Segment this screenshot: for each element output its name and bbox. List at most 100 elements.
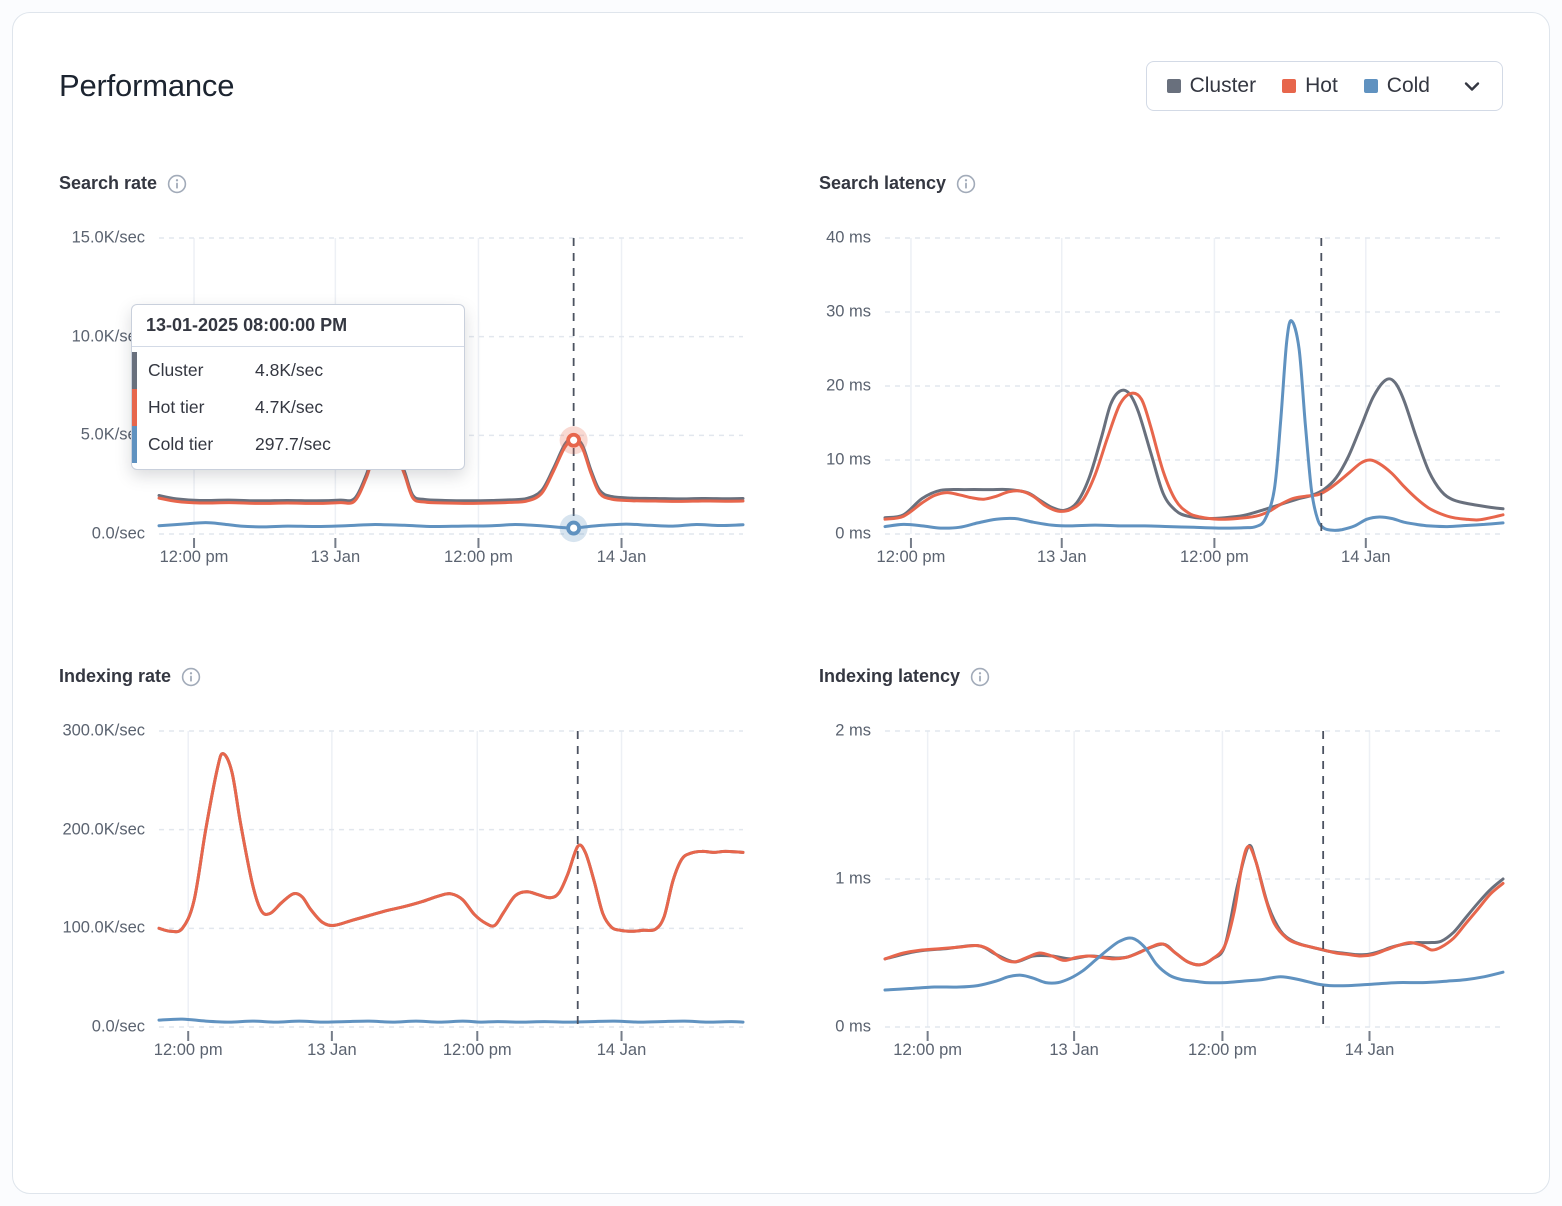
series-color-bar: [132, 352, 137, 389]
y-axis-label: 2 ms: [835, 721, 871, 740]
y-axis-label: 0 ms: [835, 1017, 871, 1036]
series-line-cold-tier: [883, 936, 1505, 992]
x-axis-label: 12:00 pm: [159, 548, 229, 566]
x-axis: 12:00 pm 13 Jan 12:00 pm 14 Jan: [154, 1037, 743, 1067]
legend-item-cold[interactable]: Cold: [1363, 74, 1430, 98]
legend-item-cluster[interactable]: Cluster: [1166, 74, 1257, 98]
x-axis-label: 13 Jan: [1049, 1041, 1099, 1059]
series-line-cluster: [157, 436, 745, 503]
y-axis-label: 5.0K/sec: [80, 425, 145, 444]
panel-header: Performance Cluster Hot Cold: [59, 61, 1503, 111]
series-line-hot-tier: [157, 752, 745, 934]
tooltip-row: Hot tier 4.7K/sec: [132, 389, 464, 426]
chart-indexing-latency: Indexing latency 0 ms 1 ms 2 ms 12:00 pm 13…: [819, 666, 1505, 1067]
x-axis-label: 14 Jan: [596, 1041, 647, 1059]
y-axis-label: 300.0K/sec: [62, 721, 145, 740]
tooltip-series-label: Cluster: [148, 360, 204, 380]
tooltip-row: Cold tier 297.7/sec: [132, 426, 464, 463]
y-axis: 0 ms 10 ms 20 ms 30 ms 40 ms: [819, 229, 885, 543]
chevron-down-icon[interactable]: [1460, 74, 1484, 98]
tooltip-timestamp: 13-01-2025 08:00:00 PM: [132, 305, 464, 347]
chart-title: Search rate: [59, 173, 158, 193]
legend-label-cluster: Cluster: [1189, 74, 1257, 97]
x-axis-label: 12:00 pm: [442, 1041, 512, 1059]
y-axis-label: 0.0/sec: [91, 1017, 145, 1036]
tooltip-series-value: 4.7K/sec: [255, 397, 324, 417]
performance-panel: Performance Cluster Hot Cold Search rate: [12, 12, 1550, 1194]
x-axis-label: 13 Jan: [310, 548, 361, 566]
series-color-bar: [132, 426, 137, 463]
legend-control[interactable]: Cluster Hot Cold: [1145, 61, 1503, 111]
x-axis: 12:00 pm 13 Jan 12:00 pm 14 Jan: [877, 544, 1503, 574]
legend-label-cold: Cold: [1386, 74, 1430, 97]
highlight-point[interactable]: [566, 520, 582, 536]
info-icon[interactable]: [970, 667, 990, 687]
x-axis-label: 12:00 pm: [1188, 1041, 1257, 1059]
series-line-cluster: [157, 752, 745, 934]
highlight-point[interactable]: [566, 432, 582, 448]
y-axis-label: 20 ms: [826, 376, 871, 395]
x-axis-label: 13 Jan: [1036, 548, 1087, 566]
series-line-cold-tier: [157, 1017, 745, 1024]
tooltip-series-value: 297.7/sec: [255, 434, 331, 454]
x-axis-label: 12:00 pm: [876, 548, 946, 566]
tooltip-row: Cluster 4.8K/sec: [132, 352, 464, 389]
chart-tooltip: 13-01-2025 08:00:00 PM Cluster 4.8K/sec …: [131, 304, 465, 470]
y-axis-label: 0.0/sec: [91, 524, 145, 543]
y-axis-label: 40 ms: [826, 228, 871, 247]
series-line-hot-tier: [157, 438, 745, 505]
legend-label-hot: Hot: [1305, 74, 1338, 97]
x-axis-label: 12:00 pm: [893, 1041, 963, 1059]
page-title: Performance: [59, 68, 235, 103]
x-axis-label: 12:00 pm: [444, 548, 513, 566]
chart-title: Indexing latency: [819, 666, 961, 686]
tooltip-series-label: Hot tier: [148, 397, 205, 417]
y-axis-label: 0 ms: [835, 524, 871, 543]
legend-swatch-hot: [1282, 79, 1297, 93]
x-axis: 12:00 pm 13 Jan 12:00 pm 14 Jan: [885, 1037, 1503, 1067]
series-color-bar: [132, 389, 137, 426]
chart-title: Indexing rate: [59, 666, 172, 686]
x-axis-label: 12:00 pm: [153, 1041, 223, 1059]
tooltip-series-label: Cold tier: [148, 434, 214, 454]
legend-item-hot[interactable]: Hot: [1282, 74, 1338, 98]
plot-area[interactable]: [157, 730, 745, 1041]
plot-area[interactable]: 13-01-2025 08:00:00 PM Cluster 4.8K/sec …: [131, 237, 745, 548]
chart-search-latency: Search latency 0 ms 10 ms 20 ms 30 ms 40 ms …: [819, 173, 1505, 574]
chart-search-rate: Search rate 0.0/sec 5.0K/sec 10.0K/sec 15.0…: [59, 173, 745, 574]
y-axis-label: 200.0K/sec: [62, 820, 145, 839]
chart-title: Search latency: [819, 173, 947, 193]
y-axis-label: 10.0K/sec: [71, 327, 145, 346]
info-icon[interactable]: [167, 174, 187, 194]
chart-canvas: [883, 237, 1505, 548]
y-axis: 0.0/sec 100.0K/sec 200.0K/sec 300.0K/sec: [59, 722, 159, 1036]
plot-area[interactable]: [883, 730, 1505, 1041]
x-axis: 12:00 pm 13 Jan 12:00 pm 14 Jan: [159, 544, 743, 574]
series-line-hot-tier: [883, 391, 1505, 522]
x-axis-label: 14 Jan: [1341, 548, 1391, 566]
series-line-hot-tier: [883, 844, 1505, 967]
info-icon[interactable]: [181, 667, 201, 687]
x-axis-label: 14 Jan: [596, 548, 647, 566]
info-icon[interactable]: [956, 174, 976, 194]
x-axis-label: 12:00 pm: [1179, 548, 1249, 566]
charts-grid: Search rate 0.0/sec 5.0K/sec 10.0K/sec 15.0…: [59, 173, 1505, 1067]
legend-swatch-cluster: [1166, 79, 1181, 93]
chart-canvas: [883, 730, 1505, 1041]
chart-indexing-rate: Indexing rate 0.0/sec 100.0K/sec 200.0K/se…: [59, 666, 745, 1067]
x-axis-label: 14 Jan: [1344, 1041, 1395, 1059]
y-axis-label: 1 ms: [835, 869, 871, 888]
plot-area[interactable]: [883, 237, 1505, 548]
y-axis-label: 10 ms: [826, 450, 871, 469]
y-axis-label: 100.0K/sec: [62, 918, 145, 937]
y-axis-label: 15.0K/sec: [71, 228, 145, 247]
chart-canvas: [157, 730, 745, 1041]
series-line-cold-tier: [883, 319, 1505, 532]
y-axis: 0 ms 1 ms 2 ms: [819, 722, 885, 1036]
x-axis-label: 13 Jan: [307, 1041, 357, 1059]
y-axis-label: 30 ms: [826, 302, 871, 321]
tooltip-series-value: 4.8K/sec: [255, 360, 324, 380]
y-axis: 0.0/sec 5.0K/sec 10.0K/sec 15.0K/sec: [59, 229, 159, 543]
legend-swatch-cold: [1363, 79, 1378, 93]
series-line-cold-tier: [157, 521, 745, 530]
